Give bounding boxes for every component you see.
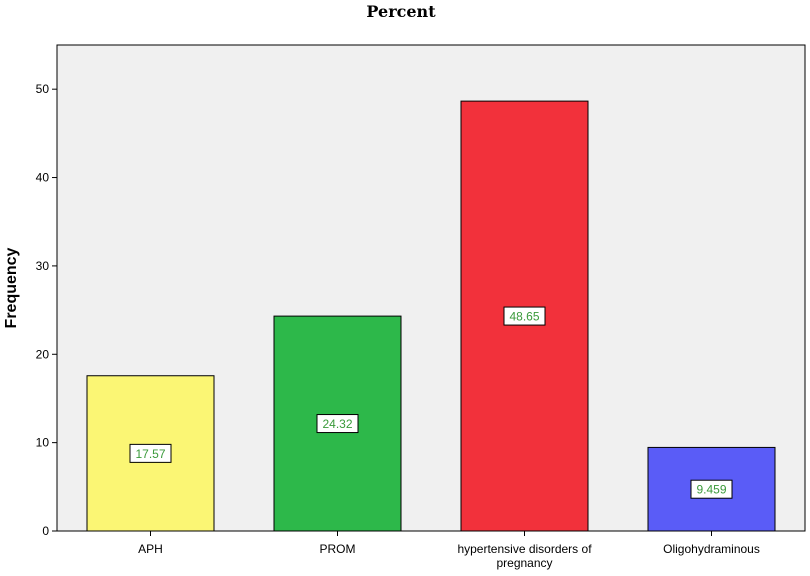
data-label: 24.32 [322,417,352,431]
x-tick-label: pregnancy [496,556,552,570]
y-tick-label: 0 [42,524,49,538]
x-tick-label: APH [138,542,163,556]
y-tick-label: 50 [36,82,50,96]
y-tick-label: 10 [36,436,50,450]
x-axis: APH PROM hypertensive disorders ofpregnanc… [138,531,760,570]
x-tick-label: PROM [320,542,356,556]
data-label-box [503,306,546,326]
y-tick-label: 20 [36,347,50,361]
data-label: 17.57 [135,447,165,461]
x-tick-label: Oligohydraminous [663,542,760,556]
y-tick-label: 40 [36,171,50,185]
y-axis: 0 10 20 30 40 50 [36,82,57,538]
x-tick-label: hypertensive disorders of [457,542,592,556]
y-tick-label: 30 [36,259,50,273]
data-label: 9.459 [696,483,726,497]
data-label-box [129,443,172,463]
bars: 17.57 24.32 48.65 9.459 [86,100,776,532]
data-label: 48.65 [509,310,539,324]
chart-title: Percent [366,2,436,21]
y-axis-label: Frequency [3,247,20,328]
data-label-box [690,479,733,499]
data-label-box [316,414,359,434]
